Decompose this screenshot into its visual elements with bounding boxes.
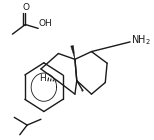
Text: H: H — [39, 74, 46, 83]
Text: O: O — [22, 3, 30, 12]
Text: OH: OH — [39, 19, 53, 28]
Text: NH$_2$: NH$_2$ — [131, 34, 151, 47]
Polygon shape — [71, 46, 75, 59]
